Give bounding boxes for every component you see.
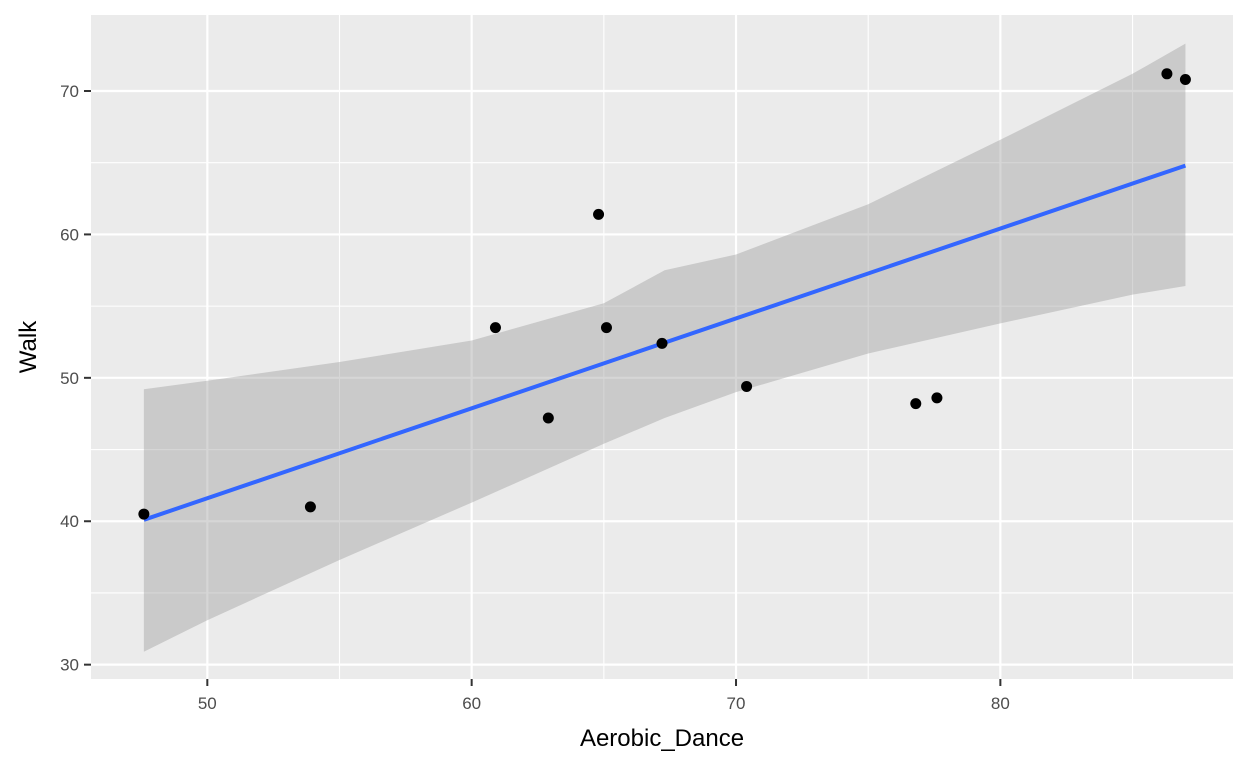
y-axis-title: Walk xyxy=(15,320,42,373)
data-point xyxy=(741,380,753,392)
y-axis-ticks: 30 40 50 60 70 xyxy=(60,82,91,675)
data-point xyxy=(489,322,501,334)
x-axis-ticks: 50 60 70 80 xyxy=(198,679,1010,713)
data-point xyxy=(1161,68,1173,80)
y-tick-label: 60 xyxy=(60,225,79,244)
y-tick-label: 70 xyxy=(60,82,79,101)
data-point xyxy=(1179,74,1191,86)
x-axis-title: Aerobic_Dance xyxy=(580,725,744,752)
x-tick-label: 50 xyxy=(198,694,217,713)
y-tick-label: 40 xyxy=(60,512,79,531)
data-point xyxy=(910,398,922,410)
data-point xyxy=(138,508,150,520)
y-tick-label: 30 xyxy=(60,656,79,675)
x-tick-label: 60 xyxy=(462,694,481,713)
y-tick-label: 50 xyxy=(60,369,79,388)
x-tick-label: 80 xyxy=(991,694,1010,713)
data-point xyxy=(304,501,316,513)
major-gridlines xyxy=(91,15,1233,679)
data-point xyxy=(931,392,943,404)
data-points xyxy=(138,68,1191,520)
data-point xyxy=(600,322,612,334)
minor-gridlines xyxy=(91,15,1233,679)
data-point xyxy=(593,208,605,220)
data-point xyxy=(542,412,554,424)
x-tick-label: 70 xyxy=(727,694,746,713)
data-point xyxy=(656,337,668,349)
